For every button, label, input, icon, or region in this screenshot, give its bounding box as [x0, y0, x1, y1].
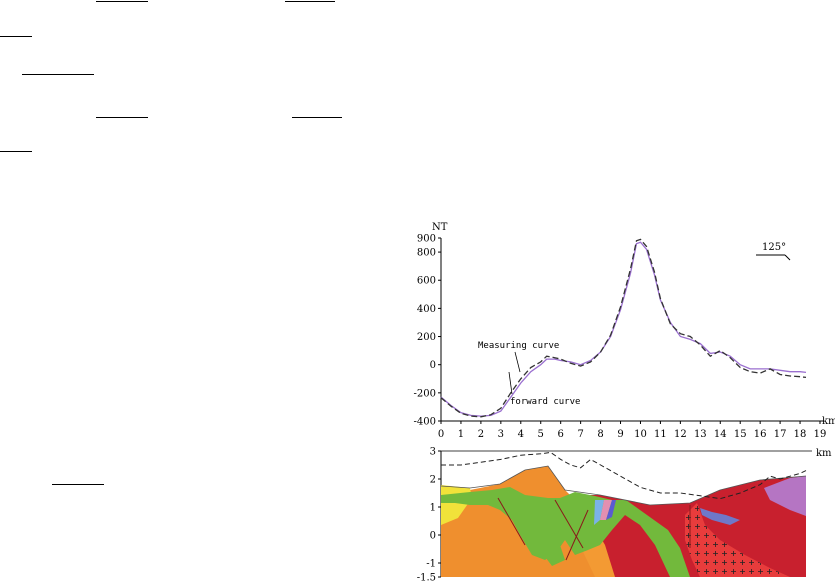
annotation-measuring-curve: Measuring curve — [478, 341, 559, 351]
section-y-tick-label: 3 — [430, 447, 436, 458]
y-tick-label: 900 — [417, 234, 436, 245]
y-tick-label: 600 — [417, 276, 436, 287]
annotation-measuring-leader — [514, 351, 521, 373]
section-y-tick-label: 0 — [430, 531, 436, 542]
granite-intrusion — [685, 503, 790, 577]
green-metamorphic-unit — [441, 487, 690, 577]
x-tick-label: 0 — [438, 429, 444, 440]
section-y-tick-label: -1 — [426, 559, 436, 570]
x-tick-group: 0 1 2 3 4 5 6 7 8 9 10 11 12 13 14 15 16 17 18 19 — [438, 421, 827, 440]
purple-unit — [764, 476, 806, 516]
annotation-forward-leader — [508, 371, 513, 395]
striped-unit-blue — [606, 500, 616, 520]
x-tick-label: 9 — [617, 429, 623, 440]
y-tick-label: -400 — [414, 417, 436, 428]
x-tick-label: 4 — [518, 429, 524, 440]
x-tick-label: 8 — [597, 429, 603, 440]
y-tick-label: 0 — [430, 360, 436, 371]
x-tick-label: 5 — [538, 429, 544, 440]
underline-5 — [96, 117, 148, 118]
section-y-tick-label: -1.5 — [417, 573, 436, 584]
y-tick-group: -400 -200 0 200 400 600 800 900 — [414, 234, 441, 428]
x-tick-label: 14 — [714, 429, 727, 440]
series-group — [440, 238, 807, 418]
x-tick-label: 12 — [674, 429, 687, 440]
geologic-section: km 3 2 1 0 -1 -1.5 — [417, 447, 832, 584]
x-tick-label: 13 — [694, 429, 707, 440]
x-tick-label: 15 — [734, 429, 747, 440]
green-lower-unit — [540, 520, 565, 566]
y-tick-label: 400 — [417, 304, 436, 315]
x-axis-unit-label: km — [822, 416, 835, 427]
underline-2 — [285, 1, 335, 2]
fault-line-2 — [554, 499, 584, 549]
underline-8 — [52, 484, 104, 485]
underline-6 — [292, 117, 342, 118]
x-tick-label: 3 — [498, 429, 504, 440]
dashed-reference-line — [441, 451, 807, 500]
x-tick-label: 7 — [577, 429, 583, 440]
section-layers — [441, 466, 806, 577]
striped-unit-pink — [600, 500, 612, 520]
fault-line-3 — [565, 509, 589, 561]
x-tick-label: 11 — [654, 429, 667, 440]
y-tick-label: 200 — [417, 332, 436, 343]
x-tick-label: 17 — [774, 429, 787, 440]
fault-line-1 — [497, 497, 526, 546]
x-tick-label: 6 — [557, 429, 563, 440]
topographic-surface-line — [440, 465, 807, 506]
series-line-measuring — [440, 241, 807, 417]
underline-1 — [96, 1, 148, 2]
x-tick-label: 19 — [814, 429, 827, 440]
annotation-forward-curve: forward curve — [510, 397, 580, 407]
section-y-tick-group: 3 2 1 0 -1 -1.5 — [417, 447, 441, 584]
y-tick-label: 800 — [417, 248, 436, 259]
x-tick-label: 18 — [794, 429, 807, 440]
underline-3 — [0, 36, 32, 37]
section-unit-label: km — [816, 448, 832, 459]
x-tick-label: 2 — [478, 429, 484, 440]
orientation-tick — [784, 254, 791, 261]
section-y-tick-label: 2 — [430, 475, 436, 486]
underline-4 — [22, 74, 94, 75]
x-tick-label: 1 — [458, 429, 464, 440]
series-line-forward — [440, 238, 807, 418]
y-tick-label: -200 — [414, 388, 436, 399]
y-axis-unit-label: NT — [432, 222, 448, 233]
blue-lens-unit — [700, 508, 740, 525]
underline-7 — [0, 151, 32, 152]
section-y-tick-label: 1 — [430, 503, 436, 514]
x-tick-label: 10 — [634, 429, 647, 440]
orientation-label: 125° — [762, 242, 786, 253]
x-tick-label: 16 — [754, 429, 767, 440]
striped-unit — [594, 500, 604, 525]
